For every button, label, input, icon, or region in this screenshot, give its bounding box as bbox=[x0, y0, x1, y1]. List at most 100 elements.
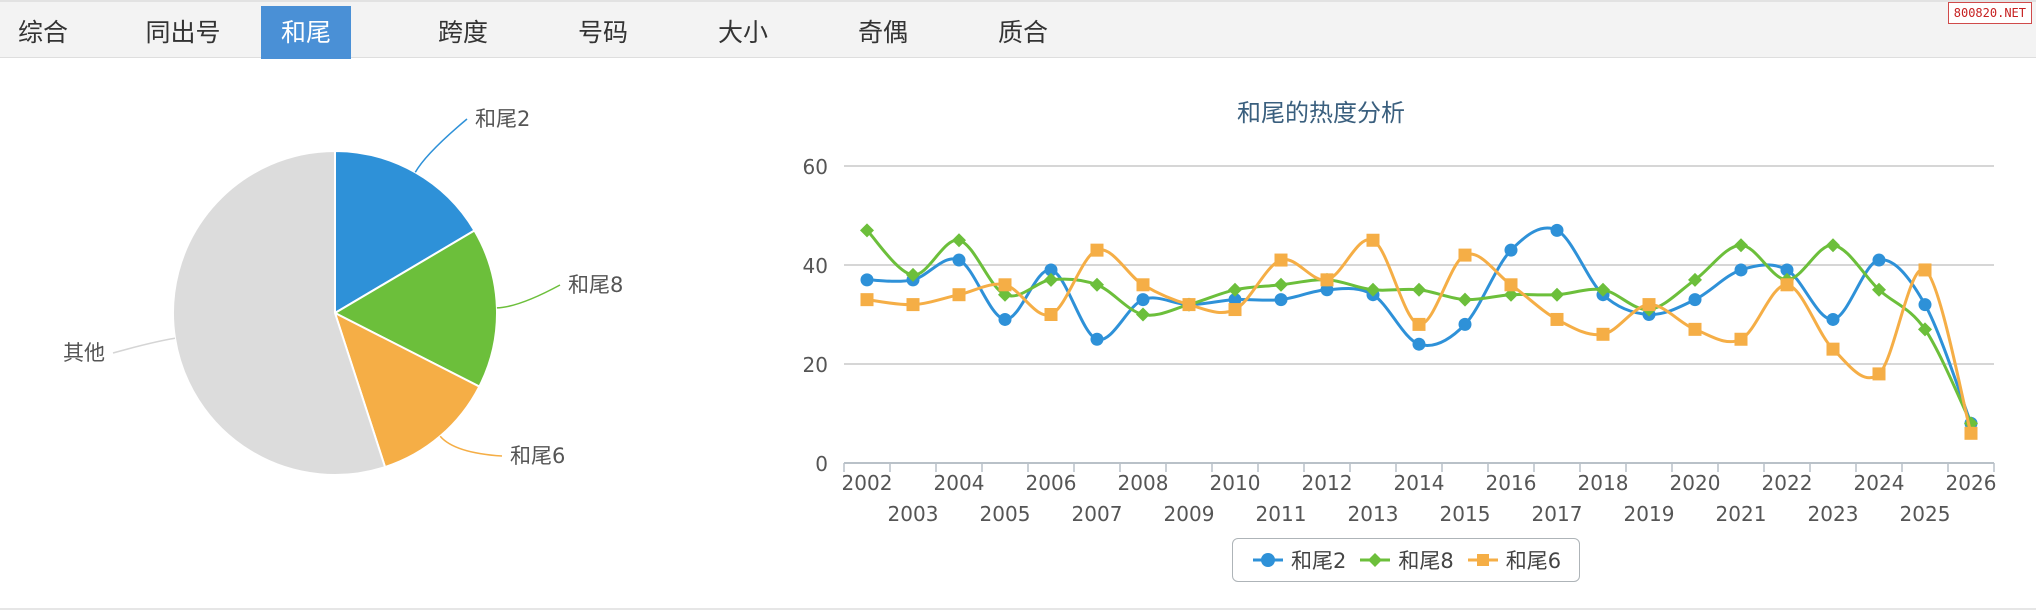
data-point bbox=[998, 312, 1012, 326]
x-tick-label: 2026 bbox=[1946, 471, 1997, 495]
x-tick-label: 2014 bbox=[1394, 471, 1445, 495]
tab-质合[interactable]: 质合 bbox=[997, 18, 1048, 47]
data-point bbox=[1228, 282, 1242, 297]
data-point bbox=[1136, 278, 1150, 292]
data-point bbox=[1274, 253, 1288, 267]
tab-和尾[interactable]: 和尾 bbox=[261, 6, 351, 59]
line-chart: 和尾的热度分析 0 20 40 60 2002 2003 2004 2005 2006 2007 2… bbox=[803, 99, 1997, 526]
data-point bbox=[1320, 283, 1334, 297]
data-point bbox=[1136, 293, 1150, 307]
pie-label: 其他 bbox=[63, 341, 105, 365]
data-point bbox=[1136, 307, 1150, 322]
legend-label: 和尾8 bbox=[1398, 549, 1454, 573]
x-tick-label: 2006 bbox=[1026, 471, 1077, 495]
data-point bbox=[1872, 253, 1886, 267]
pie-connector bbox=[496, 284, 561, 309]
pie-label: 和尾2 bbox=[475, 107, 530, 131]
data-point bbox=[1044, 272, 1058, 287]
data-point bbox=[860, 223, 874, 238]
x-tick-label: 2022 bbox=[1762, 471, 1813, 495]
data-point bbox=[1550, 223, 1564, 237]
data-point bbox=[1274, 293, 1288, 307]
data-point bbox=[1688, 322, 1702, 336]
legend-item-和尾8[interactable]: 和尾8 bbox=[1358, 545, 1454, 575]
x-tick-label: 2025 bbox=[1900, 502, 1951, 526]
y-tick-label: 0 bbox=[815, 452, 828, 476]
tab-大小[interactable]: 大小 bbox=[717, 18, 768, 47]
tab-同出号[interactable]: 同出号 bbox=[145, 18, 221, 47]
data-point bbox=[1826, 342, 1840, 356]
data-point bbox=[1458, 292, 1472, 307]
data-point bbox=[1872, 367, 1886, 381]
data-point bbox=[1550, 287, 1564, 302]
bottom-divider bbox=[0, 608, 2036, 610]
data-point bbox=[1320, 273, 1334, 287]
data-point bbox=[906, 267, 920, 282]
data-point bbox=[1458, 317, 1472, 331]
data-point bbox=[1734, 238, 1748, 253]
data-point bbox=[1182, 298, 1196, 312]
x-tick-label: 2017 bbox=[1532, 502, 1583, 526]
tab-综合[interactable]: 综合 bbox=[17, 18, 68, 47]
data-point bbox=[1734, 263, 1748, 277]
square-marker-icon bbox=[1467, 554, 1498, 566]
x-tick-label: 2004 bbox=[934, 471, 985, 495]
data-point bbox=[1044, 263, 1058, 277]
data-point bbox=[1366, 282, 1380, 297]
data-point bbox=[1366, 233, 1380, 247]
legend-label: 和尾6 bbox=[1505, 549, 1562, 573]
legend-label: 和尾2 bbox=[1291, 549, 1347, 573]
x-tick-label: 2016 bbox=[1486, 471, 1537, 495]
x-tick-label: 2021 bbox=[1716, 502, 1767, 526]
data-point bbox=[952, 233, 966, 248]
x-tick-label: 2008 bbox=[1118, 471, 1169, 495]
data-point bbox=[1274, 277, 1288, 292]
x-tick-label: 2010 bbox=[1210, 471, 1261, 495]
x-tick-label: 2018 bbox=[1578, 471, 1629, 495]
x-tick-label: 2009 bbox=[1164, 502, 1215, 526]
pie-label: 和尾6 bbox=[510, 444, 565, 468]
data-point bbox=[1504, 243, 1518, 257]
y-tick-label: 40 bbox=[803, 254, 828, 278]
x-tick-label: 2007 bbox=[1072, 502, 1123, 526]
data-point bbox=[1412, 282, 1426, 297]
data-point bbox=[1090, 332, 1104, 346]
data-point bbox=[1412, 337, 1426, 351]
data-point bbox=[1090, 243, 1104, 257]
x-tick-label: 2003 bbox=[888, 502, 939, 526]
x-tick-label: 2019 bbox=[1624, 502, 1675, 526]
chart-title: 和尾的热度分析 bbox=[1237, 99, 1405, 127]
data-point bbox=[1642, 298, 1656, 312]
pie-label: 和尾8 bbox=[568, 273, 623, 297]
data-point bbox=[1228, 293, 1242, 307]
data-point bbox=[906, 298, 920, 312]
data-point bbox=[1044, 308, 1058, 321]
data-point bbox=[998, 278, 1012, 292]
x-tick-label: 2020 bbox=[1670, 471, 1721, 495]
data-point bbox=[1596, 327, 1610, 341]
pie-slice bbox=[171, 149, 387, 476]
y-tick-label: 20 bbox=[803, 353, 828, 377]
pie-connector bbox=[112, 337, 176, 354]
chart-legend: 和尾2 和尾8 和尾6 bbox=[1232, 538, 1581, 582]
legend-item-和尾2[interactable]: 和尾2 bbox=[1251, 545, 1346, 575]
data-point bbox=[1688, 272, 1702, 287]
data-point bbox=[1596, 282, 1610, 297]
data-point bbox=[860, 293, 874, 307]
data-point bbox=[1412, 317, 1426, 331]
tab-跨度[interactable]: 跨度 bbox=[437, 18, 488, 47]
y-tick-label: 60 bbox=[803, 155, 828, 179]
site-watermark: 800820.NET bbox=[1947, 2, 2032, 24]
data-point bbox=[1458, 248, 1472, 262]
tab-奇偶[interactable]: 奇偶 bbox=[857, 18, 908, 47]
tab-bar: 综合 同出号 和尾 跨度 号码 大小 奇偶 质合 bbox=[0, 0, 2036, 59]
x-tick-label: 2012 bbox=[1302, 471, 1353, 495]
data-point bbox=[860, 273, 874, 287]
data-point bbox=[1734, 332, 1748, 346]
tab-号码[interactable]: 号码 bbox=[577, 18, 628, 47]
legend-item-和尾6[interactable]: 和尾6 bbox=[1466, 545, 1561, 575]
pie-chart: 和尾2 和尾8 和尾6 其他 bbox=[63, 107, 623, 476]
pie-connector bbox=[439, 435, 503, 457]
x-tick-label: 2024 bbox=[1854, 471, 1905, 495]
data-point bbox=[1918, 298, 1932, 312]
